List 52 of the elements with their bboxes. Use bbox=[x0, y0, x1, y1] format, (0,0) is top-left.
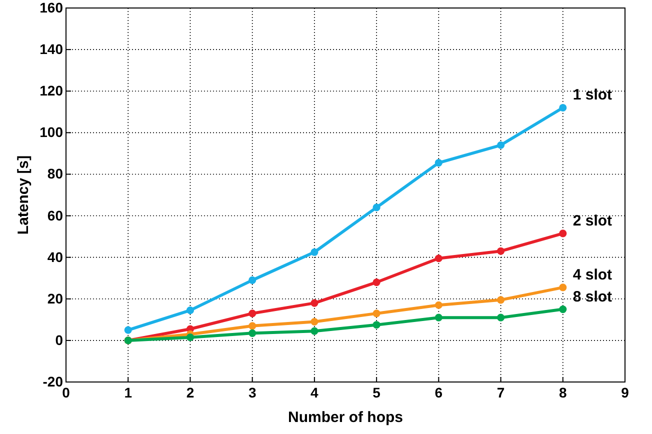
x-tick-label: 4 bbox=[310, 384, 319, 401]
point bbox=[559, 284, 567, 292]
x-tick-label: 2 bbox=[186, 384, 194, 401]
y-tick-label: 160 bbox=[40, 0, 64, 16]
x-tick-label: 5 bbox=[372, 384, 381, 401]
y-tick-label: 80 bbox=[47, 166, 64, 182]
point bbox=[248, 322, 256, 330]
y-tick-label: 40 bbox=[47, 248, 64, 265]
point bbox=[310, 327, 318, 335]
point bbox=[496, 314, 505, 322]
series-label: 1 slot bbox=[572, 86, 612, 104]
point bbox=[496, 141, 505, 149]
y-tick-label: 100 bbox=[40, 124, 64, 140]
point bbox=[372, 321, 380, 329]
y-tick-label: 0 bbox=[55, 332, 64, 348]
point bbox=[310, 299, 318, 307]
series-label: 4 slot bbox=[572, 266, 612, 284]
x-tick-label: 8 bbox=[558, 384, 567, 401]
point bbox=[434, 159, 442, 167]
point bbox=[434, 301, 442, 309]
point bbox=[496, 296, 505, 304]
point bbox=[372, 204, 380, 212]
point bbox=[372, 310, 380, 318]
point bbox=[248, 276, 256, 284]
x-axis-title: Number of hops bbox=[288, 409, 403, 426]
y-tick-label: 120 bbox=[40, 82, 64, 99]
x-tick-label: 6 bbox=[434, 384, 443, 401]
point bbox=[496, 247, 505, 255]
x-tick-label: 3 bbox=[248, 384, 256, 401]
y-tick-label: 60 bbox=[47, 207, 64, 224]
series-label: 8 slot bbox=[572, 288, 612, 306]
point bbox=[248, 329, 256, 337]
y-tick-label: -20 bbox=[42, 373, 64, 390]
point bbox=[124, 326, 132, 334]
point bbox=[248, 310, 256, 318]
point bbox=[186, 334, 194, 342]
point bbox=[310, 318, 318, 326]
point bbox=[372, 278, 380, 286]
point bbox=[310, 248, 318, 256]
x-tick-label: 7 bbox=[496, 384, 505, 401]
y-axis-title: Latency [s] bbox=[15, 155, 32, 235]
point bbox=[559, 230, 567, 238]
y-tick-label: 20 bbox=[47, 290, 64, 306]
series-label: 2 slot bbox=[572, 212, 612, 230]
x-tick-label: 9 bbox=[621, 384, 630, 401]
point bbox=[434, 314, 442, 322]
x-tick-label: 1 bbox=[124, 384, 132, 401]
y-tick-label: 140 bbox=[40, 41, 64, 58]
point bbox=[559, 306, 567, 314]
point bbox=[434, 254, 442, 262]
point bbox=[559, 104, 567, 112]
point bbox=[186, 306, 194, 314]
